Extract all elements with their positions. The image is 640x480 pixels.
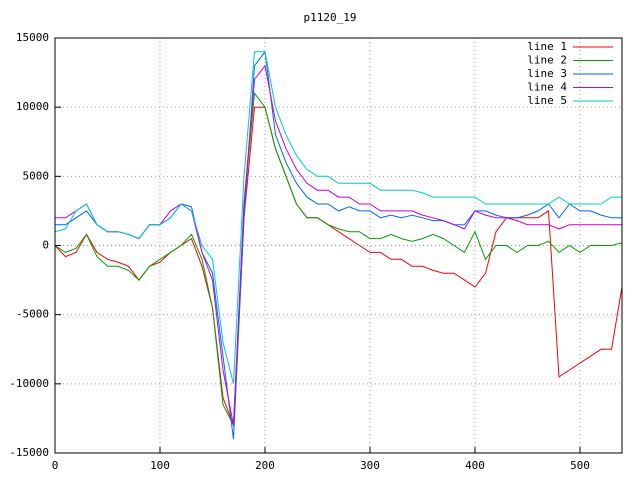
- series-line: [55, 91, 622, 428]
- y-tick-label: -15000: [9, 446, 49, 459]
- legend-label: line 4: [527, 81, 567, 94]
- x-tick-label: 500: [570, 459, 590, 472]
- y-tick-label: -10000: [9, 377, 49, 390]
- chart-title: p1120_19: [304, 11, 357, 24]
- y-tick-label: 5000: [23, 169, 50, 182]
- y-tick-label: -5000: [16, 308, 49, 321]
- x-tick-label: 400: [465, 459, 485, 472]
- series-line: [55, 106, 622, 426]
- y-tick-label: 0: [42, 239, 49, 252]
- x-tick-label: 200: [255, 459, 275, 472]
- legend-label: line 1: [527, 40, 567, 53]
- plot-area: [55, 50, 622, 440]
- x-tick-label: 300: [360, 459, 380, 472]
- x-tick-label: 0: [52, 459, 59, 472]
- y-tick-label: 15000: [16, 31, 49, 44]
- legend-label: line 3: [527, 67, 567, 80]
- legend-label: line 2: [527, 54, 567, 67]
- y-tick-label: 10000: [16, 100, 49, 113]
- x-tick-label: 100: [150, 459, 170, 472]
- series-line: [55, 51, 622, 384]
- legend-label: line 5: [527, 94, 567, 107]
